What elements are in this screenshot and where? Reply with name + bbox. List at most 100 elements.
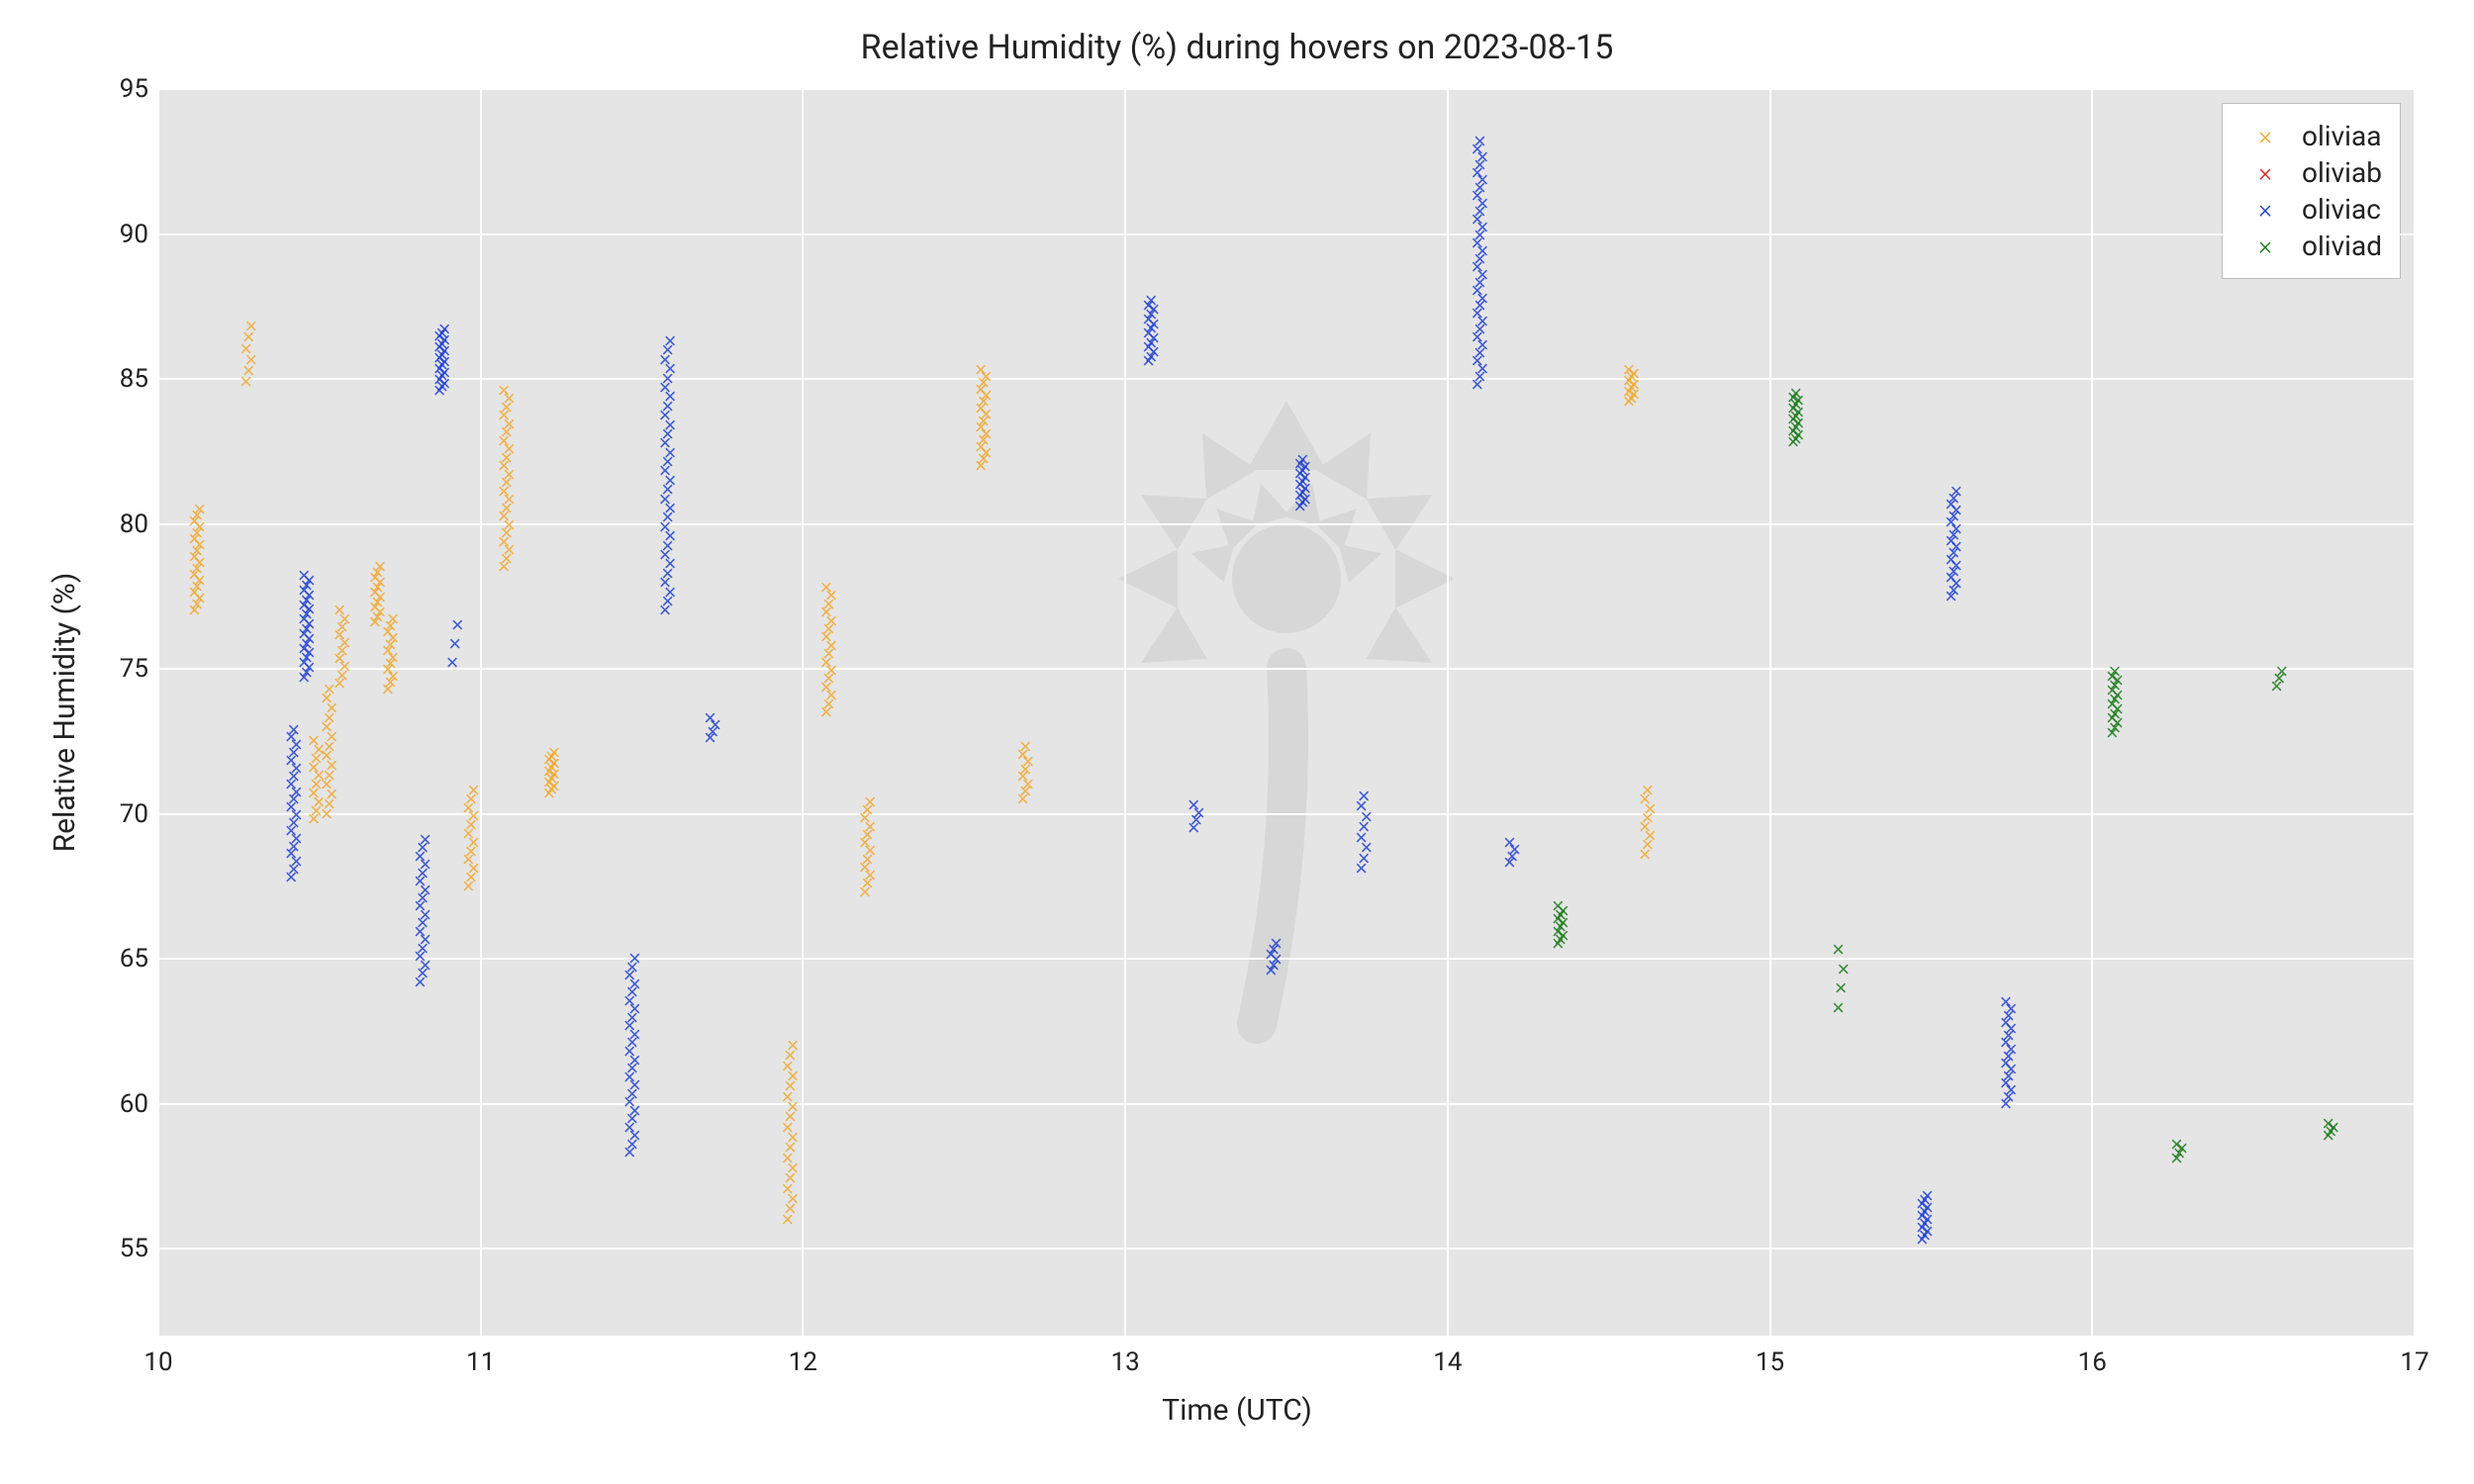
gridline-h xyxy=(158,523,2415,525)
data-point: × xyxy=(2106,722,2119,744)
x-tick-label: 10 xyxy=(143,1347,172,1377)
data-point: × xyxy=(374,587,387,608)
data-point: × xyxy=(975,417,988,438)
x-axis-label: Time (UTC) xyxy=(1162,1393,1312,1428)
data-point: × xyxy=(1471,280,1483,302)
data-point: × xyxy=(1508,839,1521,861)
data-point: × xyxy=(244,316,257,337)
data-point: × xyxy=(1476,334,1489,356)
data-point: × xyxy=(503,388,516,410)
data-point: × xyxy=(338,608,351,630)
data-point: × xyxy=(623,1142,636,1163)
data-point: × xyxy=(1142,323,1155,344)
data-point: × xyxy=(1628,374,1641,396)
data-point: × xyxy=(1474,225,1486,246)
data-point: × xyxy=(500,472,513,494)
legend-item: × oliviaa xyxy=(2240,120,2382,152)
data-point: × xyxy=(1355,827,1368,849)
data-point: × xyxy=(1474,295,1486,317)
data-point: × xyxy=(1471,139,1483,160)
data-point: × xyxy=(628,974,641,995)
legend-label: oliviaa xyxy=(2302,120,2381,152)
data-point: × xyxy=(661,563,674,585)
data-point: × xyxy=(374,556,387,578)
data-point: × xyxy=(623,965,636,986)
gridline-h xyxy=(158,88,2415,90)
data-point: × xyxy=(623,990,636,1012)
data-point: × xyxy=(1639,816,1652,838)
data-point: × xyxy=(1142,350,1155,372)
data-point: × xyxy=(188,510,201,532)
data-point: × xyxy=(384,634,397,656)
data-point: × xyxy=(1476,311,1489,332)
data-point: × xyxy=(1552,895,1565,917)
data-point: × xyxy=(414,972,427,993)
data-point: × xyxy=(244,349,257,371)
data-point: × xyxy=(1639,844,1652,866)
data-point: × xyxy=(2106,694,2119,715)
data-point: × xyxy=(1142,295,1155,317)
data-point: × xyxy=(285,750,298,772)
data-point: × xyxy=(438,362,451,384)
data-point: × xyxy=(2000,1012,2013,1034)
data-point: × xyxy=(1145,318,1158,339)
data-point: × xyxy=(498,556,511,578)
data-point: × xyxy=(659,544,672,566)
data-point: × xyxy=(825,635,838,657)
data-point: × xyxy=(1945,549,1957,571)
data-point: × xyxy=(825,610,838,632)
data-point: × xyxy=(433,325,446,347)
data-point: × xyxy=(500,447,513,469)
data-point: × xyxy=(542,783,555,804)
data-point: × xyxy=(498,380,511,402)
data-point: × xyxy=(1019,781,1032,802)
data-point: × xyxy=(417,912,429,934)
data-point: × xyxy=(438,319,451,340)
data-point: × xyxy=(1270,933,1283,955)
data-point: × xyxy=(661,339,674,361)
data-point: × xyxy=(193,534,206,556)
data-point: × xyxy=(784,1045,797,1067)
data-point: × xyxy=(1916,1193,1929,1215)
data-point: × xyxy=(1948,542,1960,564)
data-point: × xyxy=(625,1058,638,1079)
data-point: × xyxy=(417,863,429,884)
data-point: × xyxy=(2111,685,2124,706)
y-tick-label: 65 xyxy=(99,944,148,974)
data-point: × xyxy=(333,600,346,621)
data-point: × xyxy=(1360,806,1373,828)
data-point: × xyxy=(435,344,448,366)
gridline-h xyxy=(158,1248,2415,1250)
data-point: × xyxy=(1789,417,1802,438)
gridline-v xyxy=(157,89,159,1336)
data-point: × xyxy=(371,592,384,613)
data-point: × xyxy=(707,721,719,743)
legend-marker-icon: × xyxy=(2240,124,2290,149)
data-point: × xyxy=(290,851,303,873)
data-point: × xyxy=(419,929,431,951)
data-point: × xyxy=(188,564,201,586)
data-point: × xyxy=(1358,848,1371,870)
data-point: × xyxy=(1554,904,1567,926)
data-point: × xyxy=(448,633,461,655)
data-point: × xyxy=(287,719,300,741)
data-point: × xyxy=(1298,489,1311,510)
plot-area: ×oliviaa×oliviab×oliviac×oliviad ×××××××… xyxy=(158,89,2415,1336)
data-point: × xyxy=(819,677,832,698)
data-point: × xyxy=(1293,463,1306,485)
data-point: × xyxy=(787,1188,800,1210)
data-point: × xyxy=(321,716,333,738)
data-point: × xyxy=(503,438,516,460)
data-point: × xyxy=(2109,703,2122,725)
data-point: × xyxy=(980,442,993,464)
data-point: × xyxy=(1787,398,1800,419)
data-point: × xyxy=(542,761,555,783)
data-point: × xyxy=(659,489,672,510)
data-point: × xyxy=(503,489,516,510)
data-point: × xyxy=(625,1007,638,1029)
data-point: × xyxy=(300,603,313,625)
data-point: × xyxy=(290,828,303,850)
data-point: × xyxy=(303,642,316,664)
data-point: × xyxy=(1147,327,1160,349)
gridline-v xyxy=(480,89,482,1336)
